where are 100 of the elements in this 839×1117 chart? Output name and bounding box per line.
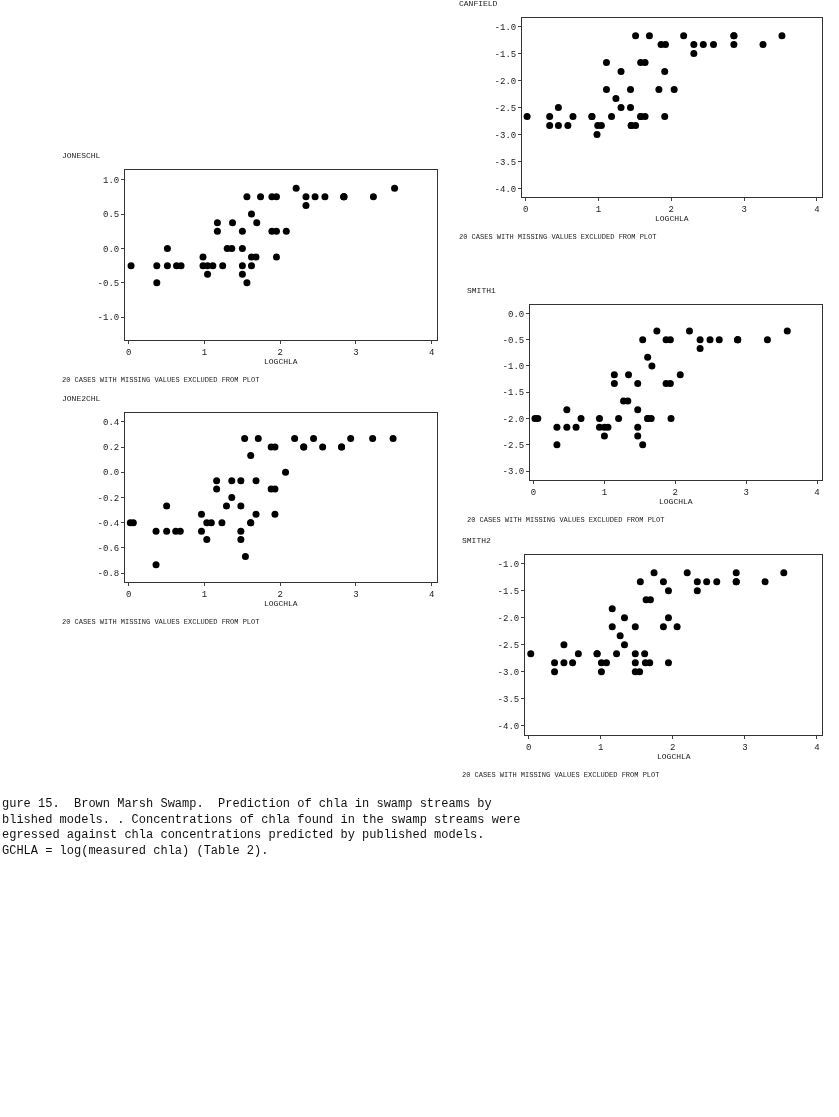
point (625, 371, 633, 379)
point (243, 193, 251, 201)
y-tick-label: 0.0 (103, 468, 120, 479)
point (127, 262, 135, 270)
point (604, 423, 612, 431)
point (177, 262, 185, 270)
point (176, 527, 184, 535)
point (713, 578, 721, 586)
y-tick-label: -2.5 (502, 440, 525, 451)
point (636, 578, 644, 586)
x-tick-label: 0 (525, 742, 532, 753)
y-tick-label: 0.2 (103, 443, 120, 454)
x-axis-title: LOGCHLA (264, 599, 298, 608)
point (641, 650, 649, 658)
point (238, 262, 246, 270)
point (634, 423, 642, 431)
point (639, 441, 647, 449)
point (163, 262, 171, 270)
point (690, 50, 698, 58)
x-tick-label: 4 (814, 742, 820, 753)
point (627, 86, 634, 94)
point (253, 219, 261, 227)
point (693, 587, 701, 595)
point (659, 578, 667, 586)
point (292, 184, 300, 192)
x-tick-label: 3 (742, 742, 748, 753)
point (563, 423, 571, 431)
point (237, 477, 245, 485)
point (608, 623, 616, 631)
point (218, 519, 226, 527)
point (655, 86, 663, 94)
point (577, 415, 585, 423)
y-tick-label: -0.5 (502, 335, 525, 346)
point (554, 104, 562, 111)
point (291, 435, 299, 443)
point (247, 210, 255, 218)
point (369, 435, 377, 443)
x-tick-label: 0 (126, 347, 132, 358)
point (546, 113, 554, 120)
point (302, 201, 310, 209)
point (690, 41, 698, 49)
point (569, 113, 577, 120)
point (546, 121, 554, 129)
x-tick-label: 4 (814, 487, 820, 498)
point (661, 68, 669, 76)
point (632, 121, 640, 129)
x-tick-label: 2 (277, 589, 283, 600)
point (564, 121, 572, 129)
point (389, 435, 397, 443)
point (636, 668, 644, 676)
point (641, 59, 649, 67)
point (569, 659, 577, 667)
point (670, 86, 678, 94)
point (615, 415, 623, 423)
point (632, 32, 640, 40)
point (254, 435, 262, 443)
x-tick-label: 2 (277, 347, 283, 358)
y-tick-label: -2.5 (494, 103, 517, 114)
point (572, 423, 580, 431)
point (627, 104, 634, 111)
point (282, 227, 290, 235)
point (554, 121, 562, 129)
x-tick-label: 2 (672, 487, 678, 498)
point (282, 468, 290, 476)
y-axis-title: SMITH2 (462, 536, 491, 545)
point (527, 650, 535, 658)
point (574, 650, 582, 658)
x-tick-label: 1 (595, 204, 602, 215)
point (680, 32, 688, 40)
x-tick-label: 3 (741, 204, 747, 215)
point (247, 452, 255, 459)
y-tick-label: -3.5 (497, 694, 520, 705)
point (780, 569, 788, 577)
y-axis-title: SMITH1 (467, 286, 496, 295)
point (310, 435, 318, 443)
point (369, 193, 377, 201)
point (551, 659, 559, 667)
point (597, 668, 605, 676)
y-tick-label: 1.0 (103, 175, 120, 186)
y-tick-label: -1.0 (97, 313, 120, 324)
point (252, 510, 260, 518)
x-axis-title: LOGCHLA (657, 752, 691, 761)
x-tick-label: 0 (522, 204, 529, 215)
point (648, 362, 656, 370)
point (213, 477, 221, 485)
point (631, 650, 639, 658)
point (608, 113, 616, 120)
point (252, 477, 260, 485)
point (659, 623, 667, 631)
point (247, 262, 255, 270)
point (759, 41, 767, 49)
point (634, 432, 642, 440)
y-tick-label: -3.0 (497, 667, 520, 678)
y-axis-title: CANFIELD (459, 0, 498, 8)
y-tick-label: -2.0 (502, 414, 525, 425)
point (664, 614, 672, 622)
point (213, 485, 221, 493)
point (673, 623, 681, 631)
y-tick-label: -4.0 (494, 184, 517, 195)
x-tick-label: 1 (597, 742, 604, 753)
